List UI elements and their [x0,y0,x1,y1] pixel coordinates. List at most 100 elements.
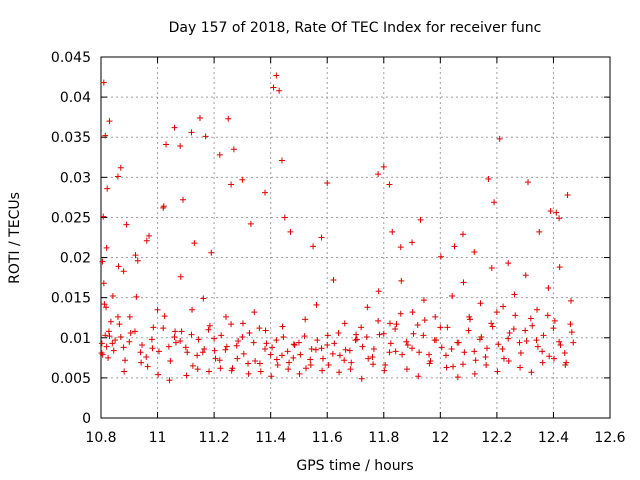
data-point [472,357,479,364]
data-point [115,263,122,270]
data-point [551,355,558,362]
data-point [196,114,203,121]
x-tick-label: 12.6 [594,430,625,446]
data-point [201,346,208,353]
data-point [250,339,257,346]
data-point [268,373,275,380]
data-point [105,354,112,361]
data-point [284,348,291,355]
data-point [234,355,241,362]
data-point [437,324,444,331]
data-point [189,362,196,369]
data-point [409,309,416,316]
y-tick-labels: 0 0.005 0.01 0.015 0.02 0.025 0.03 0.035 0.04 0.0… [51,50,91,427]
data-point [420,297,427,304]
data-point [104,185,111,192]
data-point [109,340,116,347]
data-point [160,325,167,332]
data-point [247,220,254,227]
data-point [211,335,218,342]
data-point [477,300,484,307]
data-point [310,243,317,250]
data-point [291,341,298,348]
data-point [216,357,223,364]
data-point [342,346,349,353]
data-point [528,369,535,376]
data-point [126,338,133,345]
data-point [495,341,502,348]
data-point [280,333,287,340]
data-point [230,146,237,153]
data-point [256,325,263,332]
data-point [307,356,314,363]
data-point [448,346,455,353]
data-point [358,324,365,331]
data-point [285,366,292,373]
data-point [126,313,133,320]
data-point [295,339,302,346]
data-point [393,321,400,328]
data-point [375,171,382,178]
data-point [471,370,478,377]
data-point [222,346,229,353]
data-point [567,297,574,304]
data-point [556,264,563,271]
data-point [505,358,512,365]
data-point [281,214,288,221]
data-point [433,337,440,344]
data-point [455,339,462,346]
data-point [363,333,370,340]
data-point [211,347,218,354]
data-point [101,301,108,308]
data-point [287,228,294,235]
data-point [302,316,309,323]
data-point [466,313,473,320]
data-point [510,325,517,332]
data-point [325,362,332,369]
data-point [114,173,121,180]
data-point [172,339,179,346]
data-point [471,248,478,255]
data-point [102,132,109,139]
data-point [279,323,286,330]
data-point [461,349,468,356]
data-point [426,360,433,367]
data-point [523,337,530,344]
data-point [188,331,195,338]
data-point [308,346,315,353]
data-point [191,240,198,247]
data-point [109,293,116,300]
data-point [184,349,191,356]
data-point [533,337,540,344]
data-point [540,332,547,339]
data-point [562,362,569,369]
data-point [318,234,325,241]
data-point [212,355,219,362]
data-point [375,317,382,324]
x-tick-label: 11.4 [255,430,286,446]
data-point [228,367,235,374]
data-point [324,332,331,339]
data-point [454,374,461,381]
data-point [102,332,109,339]
data-point [478,333,485,340]
data-point [228,181,235,188]
data-point [228,321,235,328]
data-point [557,341,564,348]
data-point [329,350,336,357]
data-point [488,264,495,271]
data-point [120,344,127,351]
y-tick-label: 0 [82,411,91,427]
data-point [194,352,201,359]
data-point [189,306,196,313]
data-point [171,333,178,340]
data-point [341,357,348,364]
data-point [146,232,153,239]
data-point [251,309,258,316]
data-point [303,365,310,372]
data-point [262,189,269,196]
data-point [262,327,269,334]
data-point [239,320,246,327]
data-point [273,337,280,344]
x-axis-label: GPS time / hours [296,458,413,474]
